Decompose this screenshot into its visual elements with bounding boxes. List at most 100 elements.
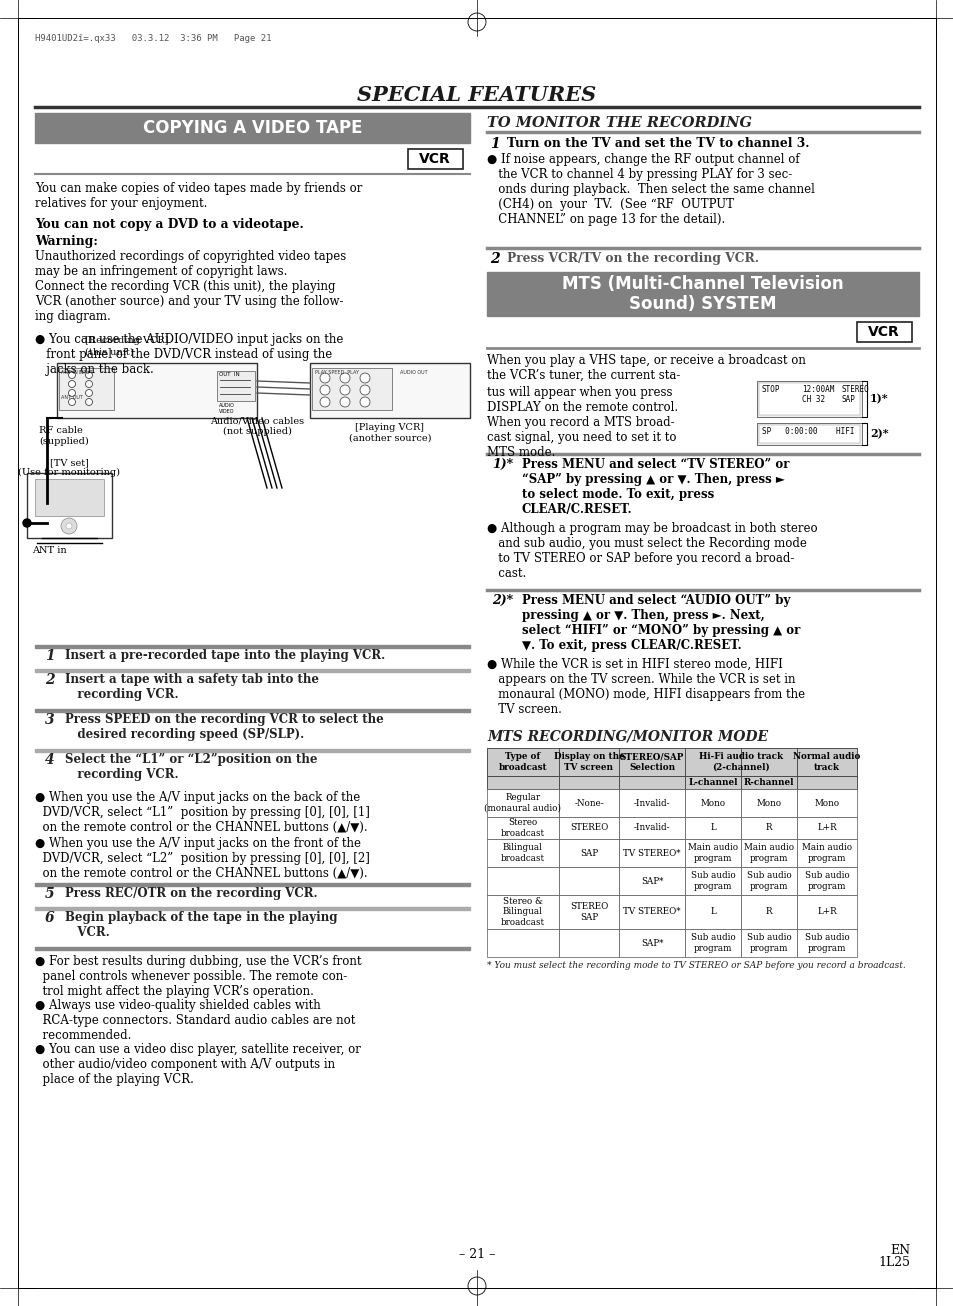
Text: R: R: [765, 908, 771, 917]
Bar: [796, 867, 856, 895]
Circle shape: [319, 397, 330, 407]
Bar: [796, 776, 856, 789]
Bar: [486, 776, 856, 789]
Text: 12:00AM
CH 32: 12:00AM CH 32: [801, 385, 834, 405]
Text: Main audio
program: Main audio program: [743, 844, 793, 863]
Text: SP   0:00:00    HIFI: SP 0:00:00 HIFI: [761, 427, 854, 436]
Circle shape: [339, 397, 350, 407]
Text: Hi-Fi audio track
(2-channel): Hi-Fi audio track (2-channel): [699, 752, 782, 772]
Text: SAP*: SAP*: [640, 939, 662, 947]
Text: (Use for monitoring): (Use for monitoring): [18, 468, 120, 477]
Text: Press REC/OTR on the recording VCR.: Press REC/OTR on the recording VCR.: [65, 887, 317, 900]
Bar: [796, 895, 856, 929]
Text: ● Although a program may be broadcast in both stereo
   and sub audio, you must : ● Although a program may be broadcast in…: [486, 522, 817, 580]
Text: STOP: STOP: [761, 385, 780, 394]
Text: Warning:: Warning:: [35, 235, 98, 248]
Bar: [558, 776, 618, 789]
Text: 3: 3: [45, 713, 54, 727]
Bar: [740, 748, 796, 776]
Bar: [740, 776, 796, 789]
Bar: [759, 383, 859, 415]
Bar: [740, 818, 796, 838]
Text: MTS (Multi-Channel Television
Sound) SYSTEM: MTS (Multi-Channel Television Sound) SYS…: [561, 274, 842, 313]
Text: STEREO
SAP: STEREO SAP: [569, 902, 607, 922]
Bar: [757, 423, 862, 445]
Text: H9401UD2î=.qx33   03.3.12  3:36 PM   Page 21: H9401UD2î=.qx33 03.3.12 3:36 PM Page 21: [35, 34, 272, 43]
Bar: [558, 867, 618, 895]
Bar: [57, 363, 256, 418]
Text: -Invalid-: -Invalid-: [633, 824, 670, 832]
Text: OUT  IN: OUT IN: [219, 372, 239, 377]
Bar: [856, 323, 911, 342]
Circle shape: [339, 385, 350, 394]
Circle shape: [61, 518, 77, 534]
Text: Sub audio
program: Sub audio program: [690, 871, 735, 891]
Bar: [558, 789, 618, 818]
Text: * You must select the recording mode to TV STEREO or SAP before you record a bro: * You must select the recording mode to …: [486, 961, 904, 970]
Text: ● While the VCR is set in HIFI stereo mode, HIFI
   appears on the TV screen. Wh: ● While the VCR is set in HIFI stereo mo…: [486, 658, 804, 716]
Bar: [684, 748, 740, 776]
Circle shape: [86, 398, 92, 405]
Bar: [740, 895, 796, 929]
Text: Mono: Mono: [756, 798, 781, 807]
Text: 1: 1: [490, 137, 499, 151]
Bar: [618, 838, 684, 867]
Text: Display on the
TV screen: Display on the TV screen: [553, 752, 623, 772]
Bar: [740, 789, 796, 818]
Bar: [796, 838, 856, 867]
Text: (this unit): (this unit): [85, 347, 133, 357]
Bar: [486, 867, 558, 895]
Text: 5: 5: [45, 887, 54, 901]
Bar: [759, 424, 859, 443]
Text: 2: 2: [45, 673, 54, 687]
Bar: [486, 838, 558, 867]
Bar: [684, 789, 740, 818]
Text: Press SPEED on the recording VCR to select the
   desired recording speed (SP/SL: Press SPEED on the recording VCR to sele…: [65, 713, 383, 741]
Text: 6: 6: [45, 912, 54, 925]
Text: Sub audio
program: Sub audio program: [690, 934, 735, 952]
Text: Main audio
program: Main audio program: [687, 844, 738, 863]
Text: ● You can use the AUDIO/VIDEO input jacks on the
   front panel of the DVD/VCR i: ● You can use the AUDIO/VIDEO input jack…: [35, 333, 343, 376]
Bar: [757, 381, 862, 417]
Bar: [558, 838, 618, 867]
Text: Insert a tape with a safety tab into the
   recording VCR.: Insert a tape with a safety tab into the…: [65, 673, 318, 701]
Bar: [35, 750, 470, 751]
Text: ● Always use video-quality shielded cables with
  RCA-type connectors. Standard : ● Always use video-quality shielded cabl…: [35, 999, 355, 1042]
Text: ANT OUT: ANT OUT: [61, 394, 83, 400]
Bar: [35, 479, 104, 516]
Text: Sub audio
program: Sub audio program: [803, 934, 848, 952]
Text: AUDIO OUT: AUDIO OUT: [399, 370, 427, 375]
Text: Audio/Video cables
(not supplied): Audio/Video cables (not supplied): [210, 417, 304, 435]
Text: Sub audio
program: Sub audio program: [746, 871, 791, 891]
Bar: [310, 363, 470, 418]
Text: Press MENU and select “AUDIO OUT” by
pressing ▲ or ▼. Then, press ►. Next,
selec: Press MENU and select “AUDIO OUT” by pre…: [521, 594, 800, 652]
Text: VCR: VCR: [867, 325, 899, 340]
Text: AUDIO: AUDIO: [219, 404, 234, 407]
Text: TV STEREO*: TV STEREO*: [622, 908, 680, 917]
Text: Begin playback of the tape in the playing
   VCR.: Begin playback of the tape in the playin…: [65, 912, 337, 939]
Bar: [796, 789, 856, 818]
Bar: [59, 368, 113, 410]
Circle shape: [69, 389, 75, 397]
Bar: [618, 867, 684, 895]
Bar: [684, 776, 740, 789]
Bar: [558, 895, 618, 929]
Bar: [618, 748, 684, 776]
Bar: [486, 818, 558, 838]
Text: Type of
broadcast: Type of broadcast: [498, 752, 547, 772]
Text: Mono: Mono: [700, 798, 725, 807]
Bar: [35, 883, 470, 885]
Text: TV STEREO*: TV STEREO*: [622, 849, 680, 858]
Bar: [558, 929, 618, 957]
Text: STEREO/SAP
Selection: STEREO/SAP Selection: [619, 752, 683, 772]
Text: Sub audio
program: Sub audio program: [746, 934, 791, 952]
Text: L: L: [709, 824, 715, 832]
Circle shape: [86, 389, 92, 397]
Text: COPYING A VIDEO TAPE: COPYING A VIDEO TAPE: [143, 119, 362, 137]
Text: SAP: SAP: [579, 849, 598, 858]
Circle shape: [86, 371, 92, 379]
Circle shape: [319, 385, 330, 394]
Text: MTS RECORDING/MONITOR MODE: MTS RECORDING/MONITOR MODE: [486, 730, 767, 744]
Circle shape: [359, 374, 370, 383]
Text: 1)*: 1)*: [492, 458, 513, 471]
